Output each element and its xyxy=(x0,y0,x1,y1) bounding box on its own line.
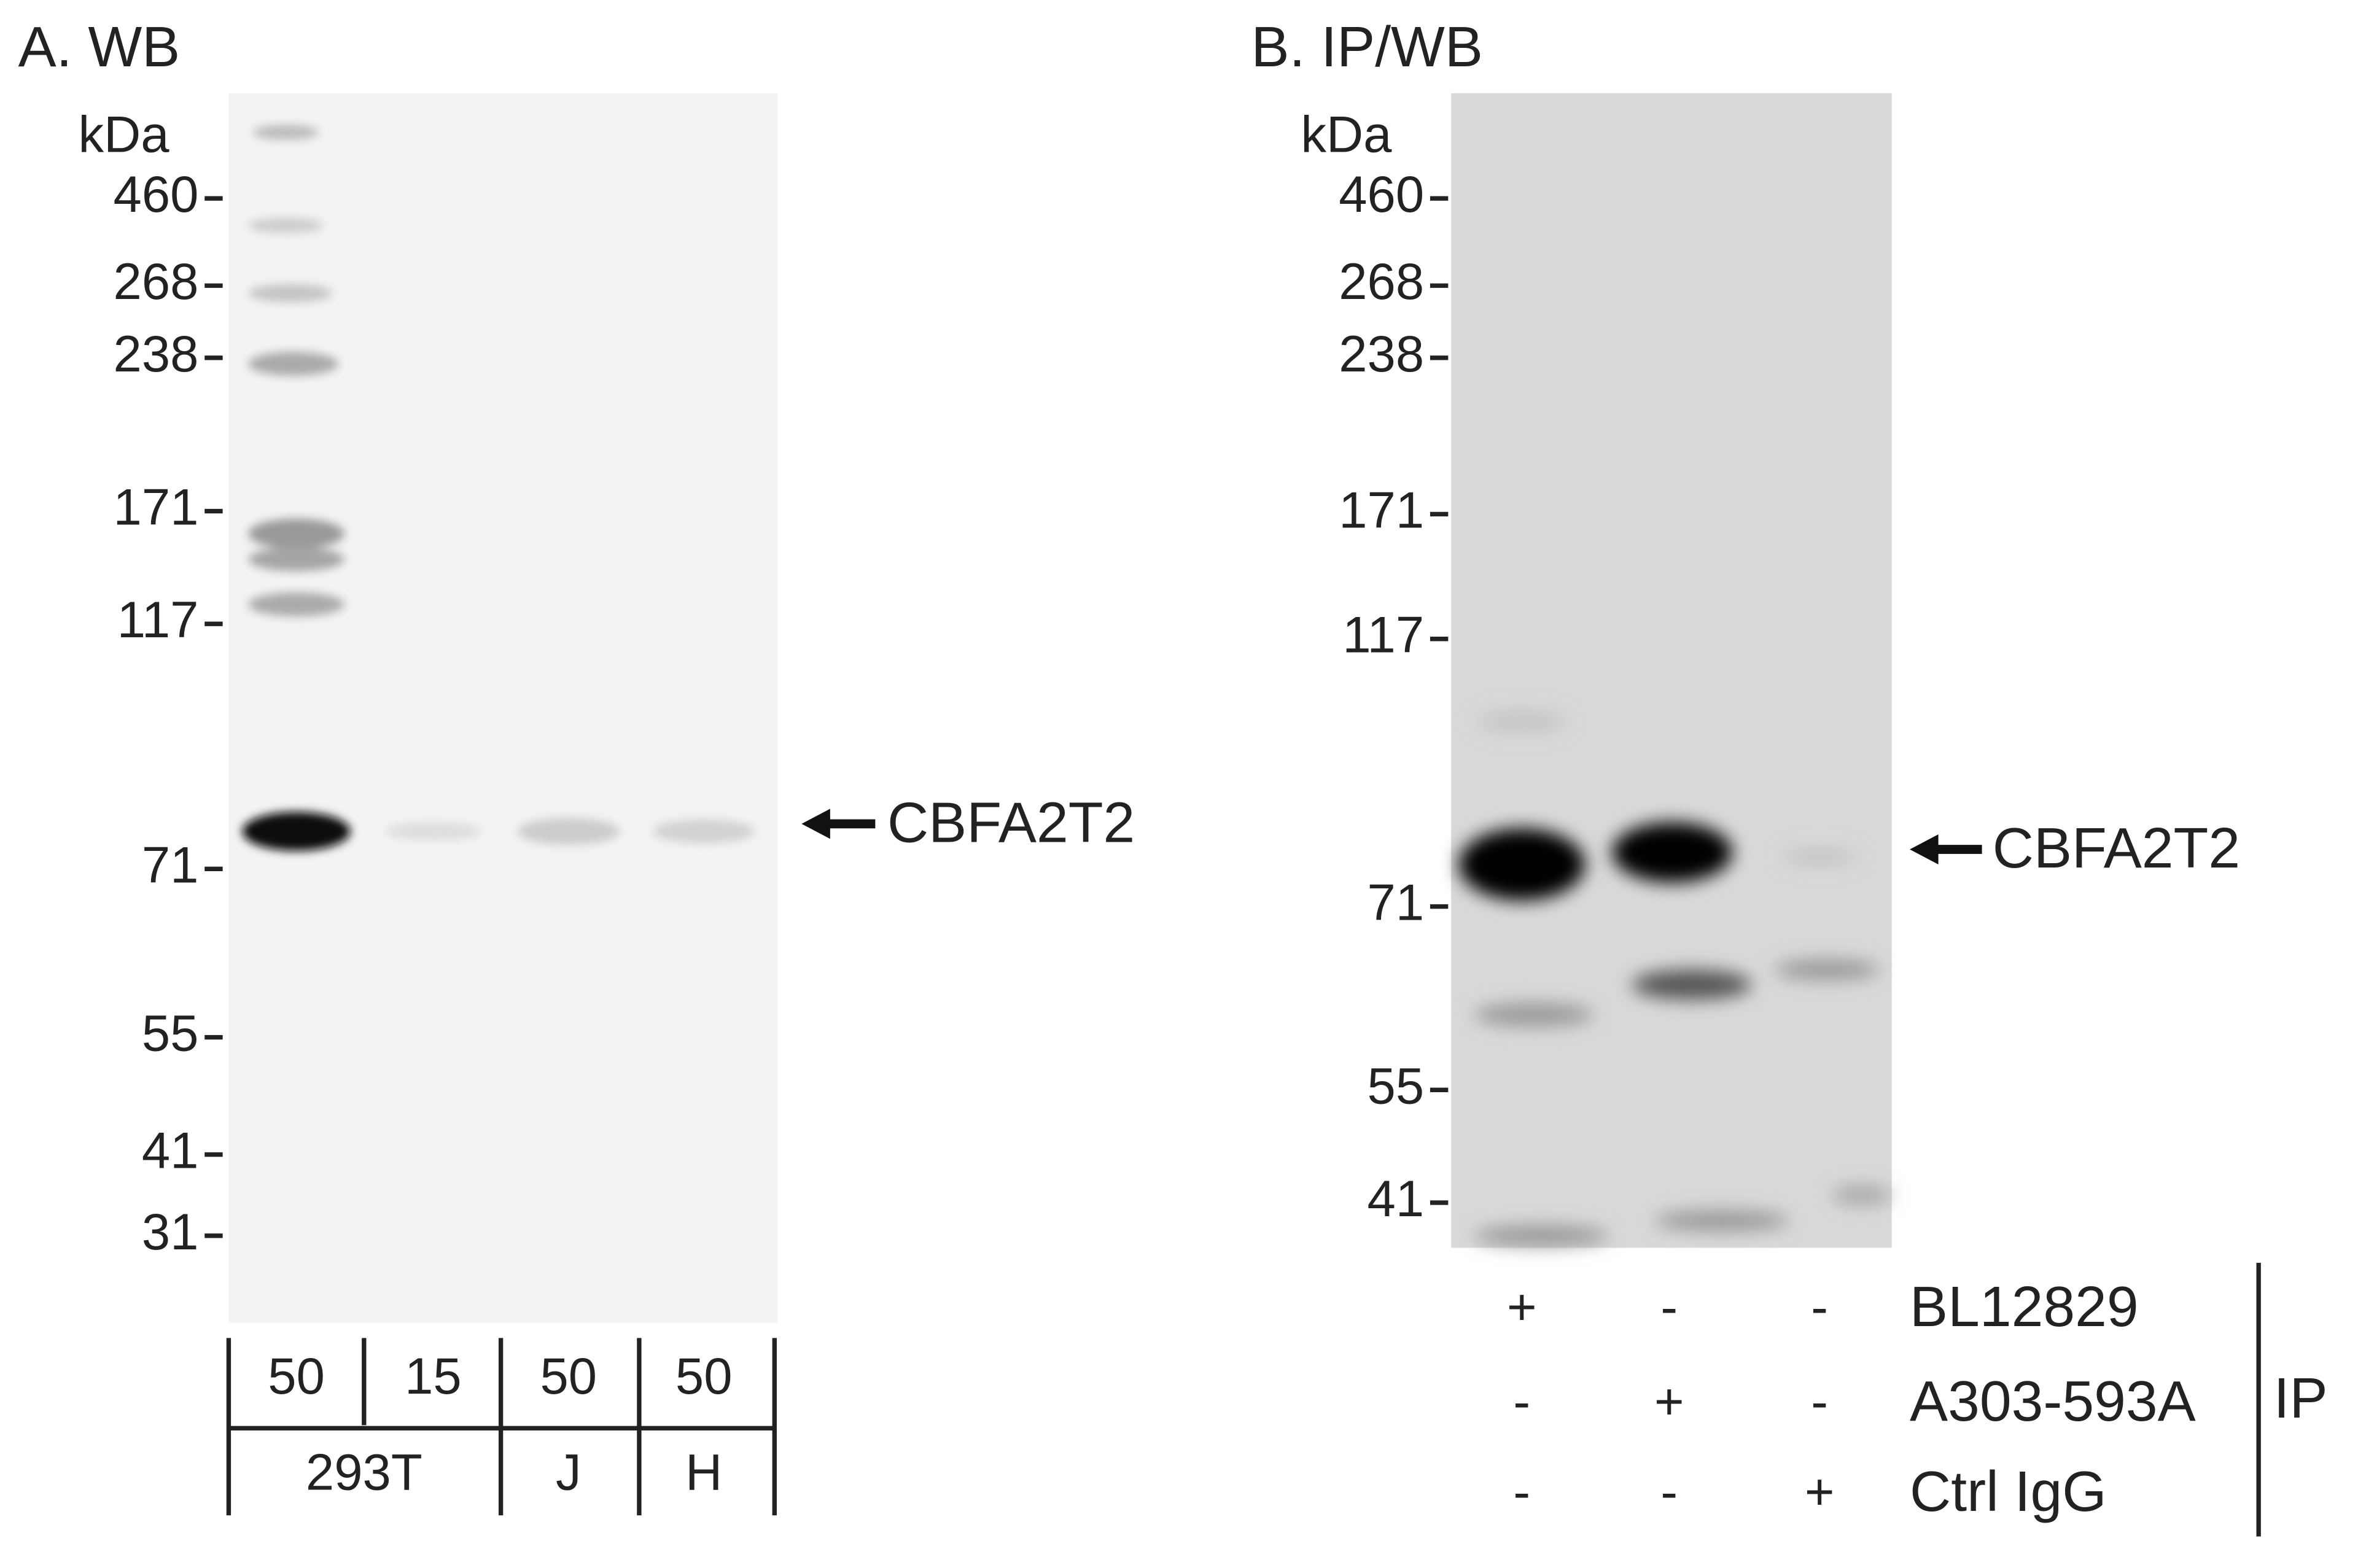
ip-sign: - xyxy=(1660,1463,1678,1520)
marker-label: 117 xyxy=(1342,607,1424,664)
arrow xyxy=(801,809,876,839)
bands-a xyxy=(242,125,755,851)
marker-label: 31 xyxy=(142,1203,199,1260)
load-label: 50 xyxy=(268,1348,325,1405)
marker-label: 41 xyxy=(1368,1170,1425,1227)
panel-title: B. IP/WB xyxy=(1251,15,1483,79)
marker-label: 117 xyxy=(117,591,199,648)
target-label: CBFA2T2 xyxy=(1993,816,2240,880)
load-label: 15 xyxy=(405,1348,462,1405)
ip-sign: + xyxy=(1654,1373,1684,1430)
arrow xyxy=(1910,834,1982,865)
unit-label: kDa xyxy=(1301,106,1392,163)
marker-label: 71 xyxy=(142,836,199,893)
marker-label: 238 xyxy=(1339,325,1424,382)
blot-a xyxy=(228,93,778,1323)
marker-label: 268 xyxy=(1339,253,1424,310)
marker-label: 55 xyxy=(142,1005,199,1062)
panel-title: A. WB xyxy=(18,15,181,79)
marker-label: 460 xyxy=(114,166,199,223)
ip-sign: - xyxy=(1811,1278,1828,1335)
load-label: 50 xyxy=(540,1348,597,1405)
cell-line-label: 293T xyxy=(306,1444,422,1501)
ip-sign: - xyxy=(1660,1278,1678,1335)
marker-label: 238 xyxy=(114,325,199,382)
marker-label: 41 xyxy=(142,1122,199,1179)
cell-line-label: J xyxy=(556,1444,582,1501)
ip-row-label: BL12829 xyxy=(1910,1275,2139,1338)
ip-sign: + xyxy=(1507,1278,1537,1335)
blot-b xyxy=(1451,93,1892,1248)
ip-row-label: Ctrl IgG xyxy=(1910,1459,2107,1523)
marker-label: 171 xyxy=(114,479,199,536)
ip-row-label: A303-593A xyxy=(1910,1369,2196,1433)
ip-sign: - xyxy=(1811,1373,1828,1430)
marker-label: 55 xyxy=(1368,1057,1425,1114)
marker-label: 71 xyxy=(1368,874,1425,931)
marker-label: 171 xyxy=(1339,481,1424,538)
ip-sign: - xyxy=(1513,1463,1530,1520)
lane-lines xyxy=(226,1262,2261,1537)
unit-label: kDa xyxy=(79,106,170,163)
load-label: 50 xyxy=(675,1348,733,1405)
ip-sign: - xyxy=(1513,1373,1530,1430)
marker-label: 268 xyxy=(114,253,199,310)
ip-sign: + xyxy=(1805,1463,1835,1520)
target-label: CBFA2T2 xyxy=(887,790,1135,854)
ip-label: IP xyxy=(2274,1366,2328,1430)
bands-b xyxy=(1458,709,1892,1246)
cell-line-label: H xyxy=(685,1444,722,1501)
marker-label: 460 xyxy=(1339,166,1424,223)
